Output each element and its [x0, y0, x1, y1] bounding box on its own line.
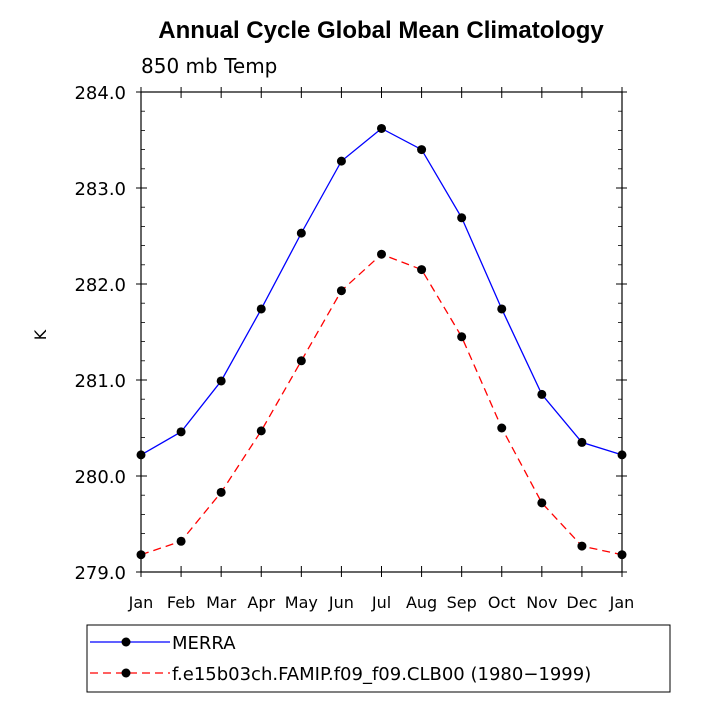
x-tick-label: Jan [128, 593, 154, 612]
data-point-series-0 [537, 389, 547, 399]
y-tick-label: 279.0 [74, 563, 126, 584]
x-tick-label: Jul [371, 593, 391, 612]
y-axis-label: K [31, 329, 50, 340]
data-point-series-1 [537, 498, 547, 508]
y-tick-label: 283.0 [74, 179, 126, 200]
legend-label-famip: f.e15b03ch.FAMIP.f09_f09.CLB00 (1980−199… [172, 664, 591, 685]
legend: MERRA f.e15b03ch.FAMIP.f09_f09.CLB00 (19… [86, 624, 671, 693]
axis-ticks [136, 87, 627, 577]
data-point-series-1 [377, 249, 386, 259]
data-point-series-1 [336, 286, 346, 296]
y-tick-labels: 279.0 280.0 281.0 282.0 283.0 284.0 [74, 83, 126, 584]
x-tick-label: Nov [526, 593, 557, 612]
x-tick-label: Feb [167, 593, 195, 612]
data-point-series-0 [296, 228, 306, 238]
data-point-series-1 [256, 426, 266, 436]
data-point-series-0 [417, 145, 427, 155]
data-point-series-1 [457, 332, 467, 342]
x-tick-label: Mar [206, 593, 237, 612]
data-point-series-0 [216, 376, 226, 386]
x-tick-label: Dec [566, 593, 597, 612]
chart-subtitle: 850 mb Temp [141, 54, 277, 78]
legend-marker-merra [121, 637, 131, 647]
x-tick-label: Jan [609, 593, 635, 612]
data-point-series-0 [377, 123, 386, 133]
x-tick-label: Oct [488, 593, 516, 612]
data-point-series-0 [457, 213, 467, 223]
series-layer [136, 123, 627, 560]
data-point-series-0 [336, 156, 346, 166]
x-tick-labels: Jan Feb Mar Apr May Jun Jul Aug Sep Oct Nov Dec Jan [128, 593, 635, 612]
data-point-series-0 [497, 304, 507, 314]
data-point-series-1 [497, 423, 507, 433]
data-point-series-1 [296, 356, 306, 366]
data-point-series-0 [176, 427, 186, 437]
data-point-series-1 [136, 550, 146, 560]
x-tick-label: Jun [328, 593, 354, 612]
data-point-series-0 [617, 450, 627, 460]
y-tick-label: 280.0 [74, 467, 126, 488]
y-tick-label: 284.0 [74, 83, 126, 104]
data-point-series-0 [136, 450, 146, 460]
y-tick-label: 281.0 [74, 371, 126, 392]
series-line-0 [140, 127, 623, 456]
x-tick-label: Aug [406, 593, 437, 612]
data-point-series-1 [417, 265, 427, 275]
x-tick-label: Sep [447, 593, 477, 612]
legend-label-merra: MERRA [172, 633, 236, 654]
legend-box [86, 624, 671, 693]
data-point-series-1 [617, 550, 627, 560]
plot-frame [140, 91, 623, 573]
data-point-series-1 [216, 487, 226, 497]
data-point-series-0 [256, 304, 266, 314]
data-point-series-0 [577, 437, 587, 447]
data-point-series-1 [577, 541, 587, 551]
y-tick-label: 282.0 [74, 275, 126, 296]
legend-marker-famip [121, 668, 131, 678]
x-tick-label: May [285, 593, 318, 612]
x-tick-label: Apr [247, 593, 275, 612]
chart-title: Annual Cycle Global Mean Climatology [158, 17, 604, 44]
data-point-series-1 [176, 536, 186, 546]
